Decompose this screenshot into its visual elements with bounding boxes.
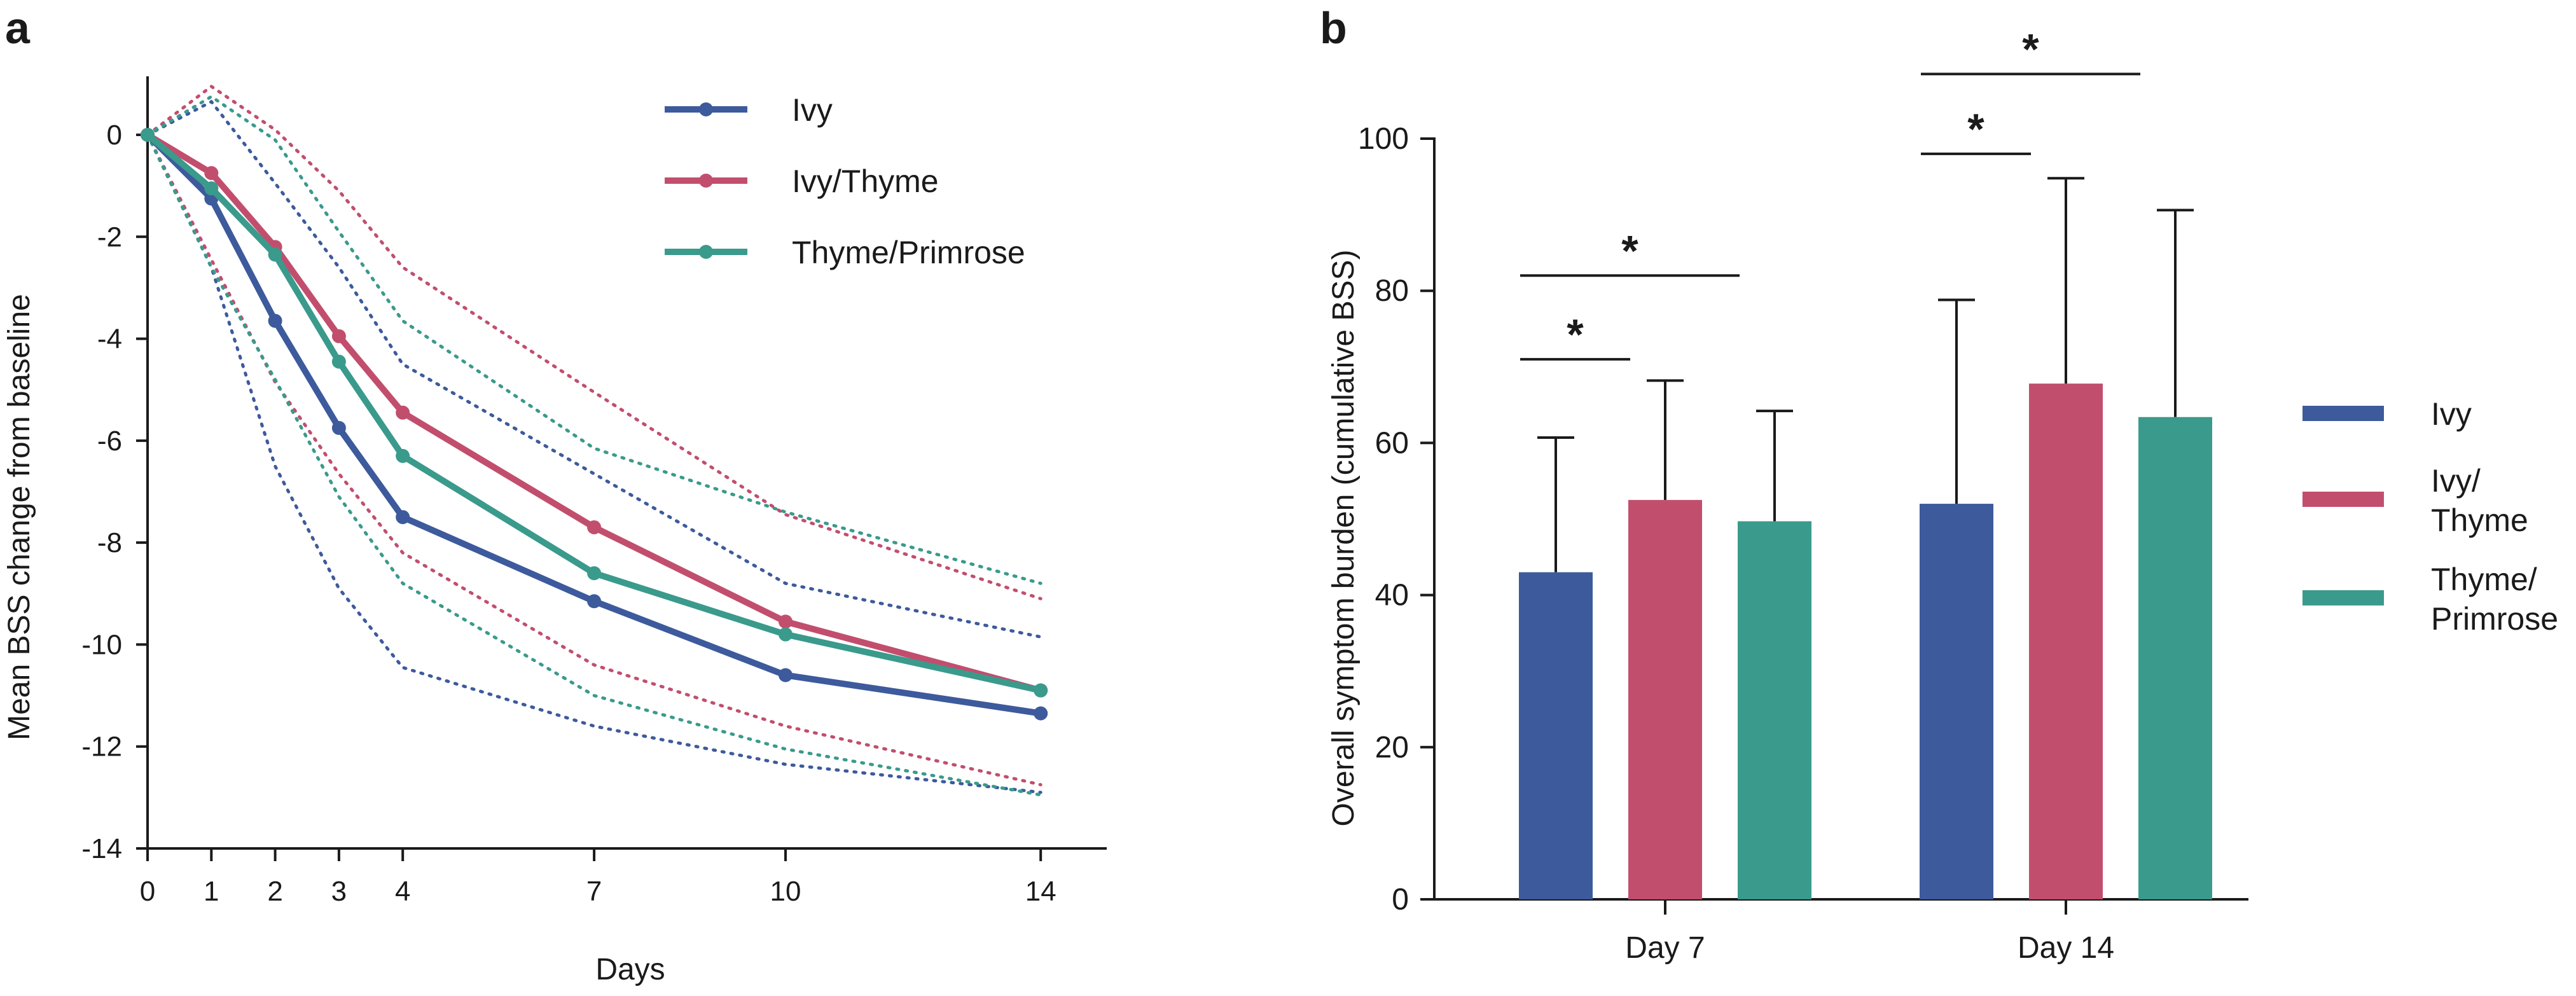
data-point-ivy: [1034, 706, 1048, 721]
bar-ivy-thyme: [2029, 384, 2103, 899]
significance-star: *: [1967, 105, 1984, 153]
legend-label-ivy: Ivy: [792, 92, 833, 128]
data-point-ivy: [779, 668, 793, 682]
series-line-ivy: [145, 132, 1041, 717]
x-category-label: Day 14: [2018, 931, 2114, 965]
panel-a-label: a: [5, 3, 31, 53]
y-tick-label: -4: [97, 324, 122, 355]
data-point-ivy: [396, 510, 410, 525]
bar-thyme-primrose: [1738, 521, 1811, 899]
x-tick-label: 7: [586, 876, 602, 907]
legend-marker-ivy: [699, 102, 713, 116]
legend-swatch-thyme-primrose: [2302, 590, 2384, 605]
data-point-thyme-primrose: [396, 448, 410, 463]
y-tick-label: 100: [1358, 122, 1409, 156]
y-tick-label: -8: [97, 527, 122, 558]
ci-line-thyme-primrose-lower: [146, 133, 1042, 797]
data-point-thyme-primrose: [779, 627, 793, 642]
x-category-label: Day 7: [1625, 931, 1705, 965]
legend-swatch-ivy-thyme: [2302, 492, 2384, 507]
legend-label-thyme-primrose: Thyme/: [2431, 562, 2537, 597]
y-tick-label: -6: [97, 425, 122, 457]
data-point-ivy-thyme: [204, 166, 219, 181]
data-point-ivy-thyme: [396, 405, 410, 420]
y-tick-label: -2: [97, 221, 122, 252]
data-point-ivy-thyme: [587, 520, 602, 535]
ci-line-ivy-lower: [146, 133, 1042, 794]
x-tick-label: 4: [395, 876, 410, 907]
legend-label-thyme-primrose: Thyme/Primrose: [792, 235, 1025, 270]
significance-star: *: [1567, 310, 1584, 359]
x-tick-label: 3: [331, 876, 347, 907]
x-tick-label: 2: [267, 876, 282, 907]
legend-label-ivy-thyme: Thyme: [2431, 502, 2528, 538]
bar-ivy: [1920, 504, 1993, 899]
ci-line-ivy-thyme-upper: [146, 84, 1042, 600]
significance-star: *: [1621, 226, 1638, 275]
data-point-thyme-primrose: [1034, 683, 1048, 698]
data-point-thyme-primrose: [204, 181, 219, 196]
legend-label-thyme-primrose: Primrose: [2431, 601, 2558, 637]
series-line-thyme-primrose: [145, 132, 1042, 694]
y-tick-label: 0: [107, 120, 122, 151]
y-tick-label: -10: [81, 629, 122, 660]
bar-thyme-primrose: [2138, 417, 2212, 899]
y-tick-label: 0: [1392, 883, 1409, 916]
x-tick-label: 1: [204, 876, 219, 907]
bar-ivy: [1519, 572, 1593, 899]
data-point-thyme-primrose: [141, 128, 155, 142]
y-tick-label: 80: [1375, 274, 1409, 308]
ci-line-ivy-upper: [146, 99, 1042, 639]
legend-label-ivy-thyme: Ivy/: [2431, 463, 2481, 499]
legend-swatch-ivy: [2302, 406, 2384, 421]
legend-marker-ivy-thyme: [699, 174, 713, 188]
data-point-thyme-primrose: [331, 354, 346, 369]
bar-ivy-thyme: [1628, 500, 1702, 899]
x-axis-label: Days: [595, 953, 665, 986]
panel-b-label: b: [1320, 3, 1347, 53]
data-point-thyme-primrose: [587, 566, 602, 581]
legend-label-ivy: Ivy: [2431, 396, 2472, 432]
data-point-ivy: [268, 314, 282, 328]
data-point-thyme-primrose: [268, 247, 282, 262]
y-tick-label: 60: [1375, 426, 1409, 460]
significance-star: *: [2022, 25, 2039, 73]
x-tick-label: 0: [140, 876, 155, 907]
y-axis-label: Mean BSS change from baseline: [3, 294, 36, 740]
y-tick-label: -14: [81, 833, 122, 864]
series-line-ivy-thyme: [146, 132, 1042, 694]
y-axis-label: Overall symptom burden (cumulative BSS): [1327, 250, 1361, 827]
x-tick-label: 14: [1025, 876, 1056, 907]
data-point-ivy-thyme: [331, 329, 346, 343]
legend-label-ivy-thyme: Ivy/Thyme: [792, 163, 939, 199]
panel-b-bar-chart: b 0 20 40 60 80 100 Day 7 Day 14 Overall symptom…: [1320, 3, 2558, 965]
data-point-ivy-thyme: [779, 614, 793, 629]
legend-marker-thyme-primrose: [699, 245, 713, 259]
x-tick-label: 10: [770, 876, 801, 907]
panel-a-line-chart: a 0 -2 -4 -6 -8 -10 -12 -14 0 1 2 3 4 7 10 14 Days Mean B…: [3, 3, 1107, 986]
y-tick-label: -12: [81, 731, 122, 763]
data-point-ivy: [587, 594, 602, 609]
data-point-ivy: [331, 420, 346, 435]
ci-line-ivy-thyme-lower: [146, 133, 1042, 787]
y-tick-label: 40: [1375, 579, 1409, 612]
y-tick-label: 20: [1375, 731, 1409, 764]
